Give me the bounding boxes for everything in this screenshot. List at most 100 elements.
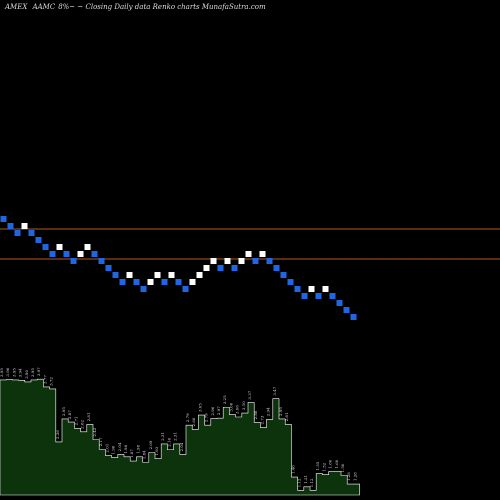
volume-value-label: 2.68 — [191, 417, 196, 426]
renko-brick-down — [98, 258, 105, 264]
volume-value-label: 1.28 — [346, 472, 351, 481]
renko-brick-down — [329, 293, 336, 299]
renko-brick-up — [224, 258, 231, 264]
volume-value-label: 3.72 — [49, 377, 54, 386]
volume-value-label: 2.86 — [253, 410, 258, 419]
volume-value-label: 3.95 — [11, 368, 16, 377]
volume-value-label: 3.00 — [235, 405, 240, 414]
volume-value-label: 3.95 — [0, 368, 4, 377]
volume-value-label: 1.12 — [309, 478, 314, 487]
renko-brick-down — [280, 272, 287, 278]
volume-value-label: 2.01 — [104, 444, 109, 453]
renko-brick-down — [140, 286, 147, 292]
renko-brick-down — [287, 279, 294, 285]
renko-brick-up — [308, 286, 315, 292]
renko-brick-up — [84, 244, 91, 250]
volume-value-label: 2.42 — [92, 427, 97, 436]
renko-brick-down — [343, 307, 350, 313]
volume-value-label: 2.87 — [67, 410, 72, 419]
volume-value-label: 2.31 — [173, 432, 178, 441]
volume-value-label: 1.52 — [321, 462, 326, 471]
volume-value-label: 2.73 — [259, 415, 264, 424]
chart-header: AMEX AAMC 8%~ ~ Closing Daily data Renko … — [5, 3, 269, 11]
renko-brick-up — [154, 272, 161, 278]
renko-brick-down — [217, 265, 224, 271]
volume-value-label: 3.77 — [42, 375, 47, 384]
renko-brick-up — [189, 279, 196, 285]
renko-brick-down — [301, 293, 308, 299]
renko-brick-down — [28, 230, 35, 236]
volume-value-label: 2.17 — [98, 437, 103, 446]
renko-brick-up — [203, 265, 210, 271]
renko-brick-down — [49, 251, 56, 257]
volume-value-label: 2.81 — [284, 413, 289, 422]
renko-brick-down — [273, 265, 280, 271]
volume-value-label: 2.16 — [166, 437, 171, 446]
renko-bricks — [0, 216, 357, 320]
renko-brick-down — [231, 265, 238, 271]
volume-area — [0, 378, 360, 496]
volume-value-label: 1.50 — [340, 463, 345, 472]
volume-value-label: 2.31 — [160, 432, 165, 441]
volume-value-label: 3.94 — [18, 368, 23, 377]
volume-value-label: 3.96 — [5, 367, 10, 376]
renko-brick-up — [21, 223, 28, 229]
volume-value-label: 1.87 — [129, 449, 134, 458]
renko-brick-down — [336, 300, 343, 306]
volume-value-label: 3.97 — [36, 367, 41, 376]
renko-brick-up — [126, 272, 133, 278]
renko-brick-down — [42, 244, 49, 250]
renko-brick-up — [210, 258, 217, 264]
renko-brick-up — [245, 251, 252, 257]
renko-brick-down — [112, 272, 119, 278]
renko-brick-up — [322, 286, 329, 292]
volume-value-label: 1.93 — [154, 446, 159, 455]
renko-brick-up — [147, 279, 154, 285]
volume-value-label: 1.84 — [142, 450, 147, 459]
volume-value-label: 3.95 — [30, 368, 35, 377]
volume-value-label: 2.97 — [216, 406, 221, 415]
volume-value-label: 1.96 — [111, 445, 116, 454]
header-caption: 8%~ ~ Closing Daily data Renko charts Mu… — [58, 3, 266, 11]
renko-brick-down — [350, 314, 357, 320]
renko-brick-up — [77, 251, 84, 257]
volume-value-label: 2.04 — [117, 442, 122, 451]
renko-brick-up — [259, 251, 266, 257]
volume-value-label: 2.79 — [185, 413, 190, 422]
volume-value-label: 1.21 — [303, 475, 308, 484]
volume-value-label: 2.95 — [278, 407, 283, 416]
renko-brick-down — [175, 279, 182, 285]
volume-value-label: 3.06 — [228, 402, 233, 411]
renko-brick-up — [238, 258, 245, 264]
renko-brick-down — [294, 286, 301, 292]
volume-value-label: 2.81 — [86, 413, 91, 422]
volume-value-label: 1.46 — [290, 465, 295, 474]
volume-value-label: 2.95 — [61, 407, 66, 416]
renko-brick-down — [105, 265, 112, 271]
exchange-label: AMEX — [5, 3, 28, 11]
volume-value-label: 3.25 — [222, 395, 227, 404]
symbol-label: AAMC — [32, 3, 56, 11]
renko-brick-down — [266, 258, 273, 264]
volume-value-label: 1.55 — [315, 461, 320, 470]
volume-value-label: 1.98 — [123, 444, 128, 453]
volume-value-label: 1.98 — [135, 444, 140, 453]
volume-value-label: 3.37 — [247, 390, 252, 399]
volume-panel: 3.95 3.96 3.95 3.94 3.90 3.95 3.973.77 3.722.36… — [0, 367, 360, 496]
renko-brick-down — [35, 237, 42, 243]
renko-brick-down — [7, 223, 14, 229]
renko-brick-up — [168, 272, 175, 278]
volume-value-label: 3.05 — [197, 403, 202, 412]
volume-value-label: 2.36 — [55, 430, 60, 439]
volume-value-label: 2.04 — [179, 442, 184, 451]
renko-brick-up — [56, 244, 63, 250]
volume-value-label: 2.71 — [73, 416, 78, 425]
volume-value-label: 3.90 — [24, 370, 29, 379]
volume-value-label: 2.94 — [266, 407, 271, 416]
renko-brick-down — [133, 279, 140, 285]
volume-value-label: 2.79 — [204, 413, 209, 422]
renko-brick-down — [182, 286, 189, 292]
renko-brick-down — [91, 251, 98, 257]
volume-value-label: 2.09 — [148, 440, 153, 449]
volume-value-label: 2.96 — [210, 406, 215, 415]
